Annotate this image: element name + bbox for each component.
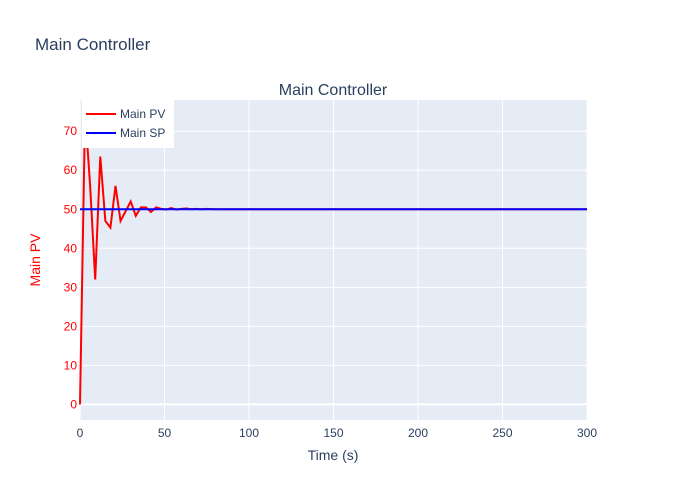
legend[interactable]: Main PV Main SP	[82, 100, 174, 148]
y-tick-label: 50	[64, 202, 78, 216]
y-tick-label: 20	[64, 319, 78, 333]
y-tick-label: 30	[64, 280, 78, 294]
x-axis-label: Time (s)	[308, 447, 359, 463]
x-tick-label: 100	[239, 426, 259, 440]
x-tick-label: 0	[77, 426, 84, 440]
x-tick-label: 200	[408, 426, 428, 440]
legend-item-main-pv[interactable]: Main PV	[120, 107, 165, 121]
x-tick-label: 50	[158, 426, 172, 440]
y-tick-label: 0	[70, 397, 77, 411]
x-tick-label: 250	[492, 426, 512, 440]
y-tick-label: 70	[64, 124, 78, 138]
legend-item-main-sp[interactable]: Main SP	[120, 126, 165, 140]
page-title: Main Controller	[35, 35, 151, 54]
y-tick-label: 60	[64, 163, 78, 177]
chart-title: Main Controller	[279, 82, 388, 99]
x-tick-label: 150	[323, 426, 343, 440]
y-axis-label: Main PV	[27, 233, 43, 287]
y-tick-label: 40	[64, 241, 78, 255]
x-tick-label: 300	[577, 426, 597, 440]
y-tick-label: 10	[64, 358, 78, 372]
